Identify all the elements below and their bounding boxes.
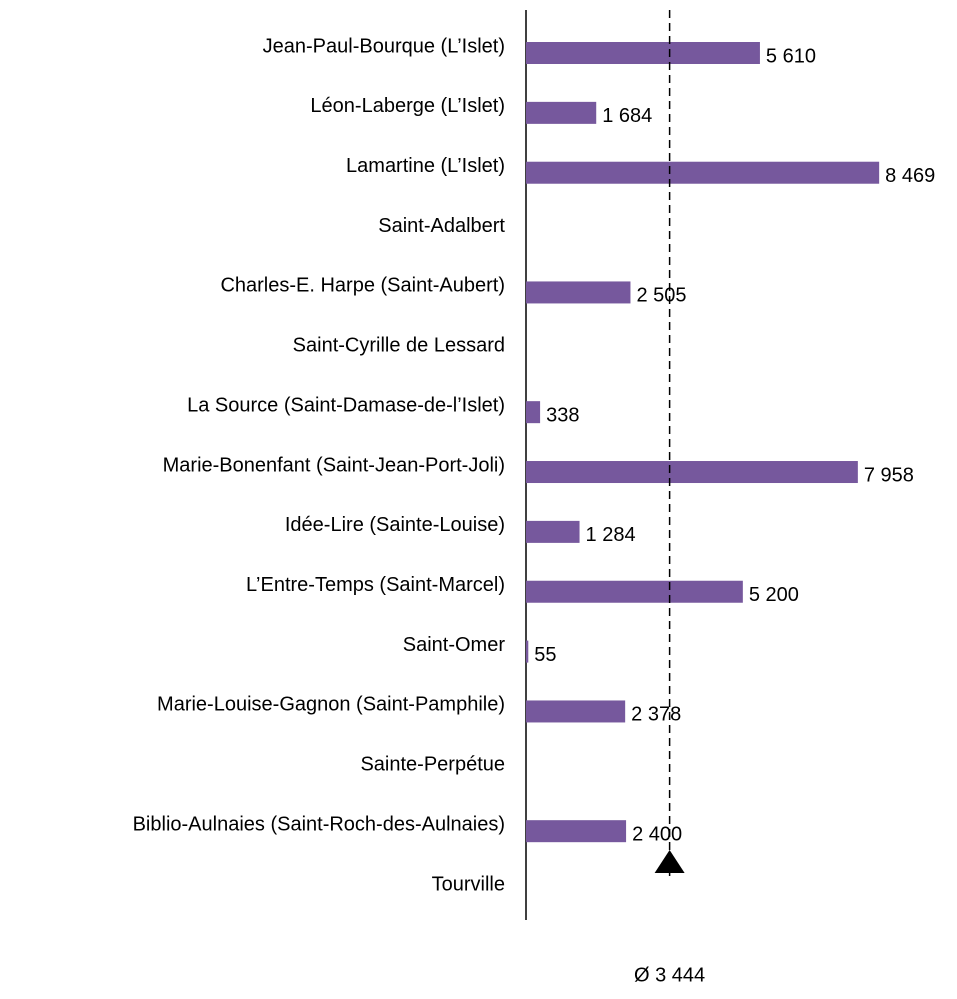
bar — [526, 520, 580, 543]
average-marker — [654, 850, 685, 873]
category-label: Sainte-Perpétue — [360, 754, 505, 776]
value-label: 2 400 — [632, 823, 682, 845]
bar — [526, 700, 626, 723]
bar — [526, 161, 880, 184]
bar — [526, 281, 631, 304]
bar — [526, 580, 743, 603]
average-label: Ø 3 444 — [634, 964, 705, 986]
value-label: 1 284 — [586, 524, 636, 546]
bar — [526, 401, 541, 424]
value-label: 8 469 — [885, 165, 935, 187]
value-label: 5 200 — [749, 584, 799, 606]
category-label: Tourville — [432, 873, 505, 895]
value-label: 7 958 — [864, 464, 914, 486]
category-label: Marie-Bonenfant (Saint-Jean-Port-Joli) — [163, 454, 505, 476]
value-label: 338 — [546, 404, 579, 426]
category-label: Léon-Laberge (L’Islet) — [310, 95, 505, 117]
category-label: Jean-Paul-Bourque (L’Islet) — [263, 35, 505, 57]
category-label: L’Entre-Temps (Saint-Marcel) — [246, 574, 505, 596]
bar — [526, 42, 760, 64]
value-label: 55 — [534, 644, 556, 666]
category-label: Biblio-Aulnaies (Saint-Roch-des-Aulnaies… — [133, 813, 505, 835]
category-label: La Source (Saint-Damase-de-l’Islet) — [187, 394, 505, 416]
category-label: Charles-E. Harpe (Saint-Aubert) — [220, 275, 505, 297]
value-label: 2 378 — [631, 704, 681, 726]
bar — [526, 640, 529, 663]
bar — [526, 820, 627, 843]
bar — [526, 461, 858, 484]
value-label: 2 505 — [636, 285, 686, 307]
category-label: Saint-Adalbert — [378, 215, 505, 237]
category-label: Saint-Cyrille de Lessard — [293, 335, 505, 357]
category-label: Saint-Omer — [403, 634, 506, 656]
category-label: Idée-Lire (Sainte-Louise) — [285, 514, 505, 536]
value-label: 1 684 — [602, 105, 652, 127]
category-label: Marie-Louise-Gagnon (Saint-Pamphile) — [157, 694, 505, 716]
category-label: Lamartine (L’Islet) — [346, 155, 505, 177]
value-label: 5 610 — [766, 45, 816, 67]
bar — [526, 101, 597, 124]
